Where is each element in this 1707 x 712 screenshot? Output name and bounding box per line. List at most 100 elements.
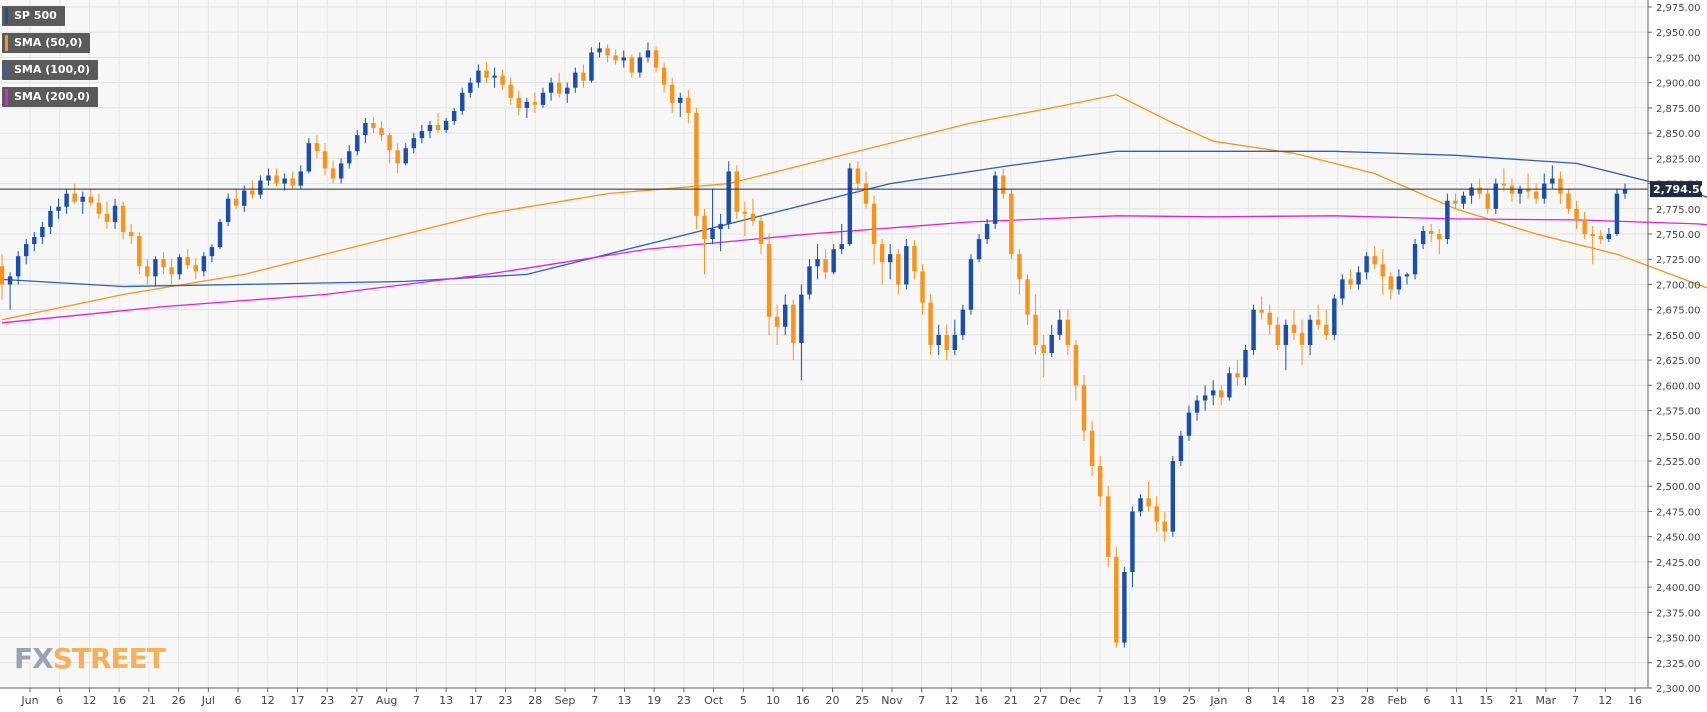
candle: [1210, 380, 1216, 406]
candle: [88, 188, 94, 206]
x-tick-label: 6: [235, 694, 242, 707]
candle-body: [879, 244, 885, 263]
candle-body: [621, 57, 626, 61]
candle-body: [581, 72, 586, 81]
candle: [104, 201, 110, 229]
y-tick-label: 2,300.00: [1656, 684, 1701, 695]
candle: [1372, 246, 1377, 270]
candle: [669, 77, 675, 113]
x-tick-label: 19: [1152, 694, 1166, 707]
candle-body: [766, 244, 772, 317]
candle: [1097, 455, 1103, 507]
candle-body: [1235, 373, 1240, 378]
candle-body: [815, 259, 820, 267]
candle-body: [944, 334, 949, 351]
candle-body: [217, 221, 223, 248]
candle: [1041, 334, 1046, 378]
candle: [209, 244, 215, 263]
candle: [1364, 252, 1369, 280]
candle-body: [645, 50, 651, 58]
candle-body: [72, 193, 77, 202]
candle: [920, 264, 925, 315]
candle: [7, 272, 13, 310]
candle-body: [1509, 185, 1515, 194]
candle: [1388, 272, 1394, 300]
y-tick-label: 2,650.00: [1656, 331, 1701, 342]
candle: [15, 251, 21, 285]
y-tick-label: 2,450.00: [1656, 533, 1701, 544]
candle: [169, 259, 174, 285]
candle-body: [565, 87, 570, 94]
candle-body: [540, 92, 546, 105]
candle: [56, 198, 61, 219]
candle: [548, 77, 554, 101]
x-tick-label: 13: [1123, 694, 1137, 707]
candle-body: [1307, 319, 1313, 345]
candle: [346, 145, 352, 169]
x-tick-label: Jan: [1209, 694, 1227, 707]
candle-body: [387, 135, 392, 151]
candle-body: [1275, 324, 1281, 345]
candle-body: [500, 75, 505, 85]
candle-body: [250, 190, 255, 195]
candle: [24, 239, 29, 265]
candle: [734, 165, 740, 219]
legend-item-sp500[interactable]: SP 500: [2, 6, 65, 26]
candle-body: [403, 148, 408, 164]
y-tick-label: 2,750.00: [1656, 230, 1701, 241]
x-tick-label: 25: [1182, 694, 1196, 707]
candle: [678, 92, 683, 117]
sma-100-line: [1, 150, 1707, 288]
legend-item-sma100[interactable]: SMA (100,0): [2, 60, 99, 80]
candle-body: [589, 52, 594, 81]
candle: [524, 97, 530, 118]
candle: [831, 244, 836, 275]
candle-body: [791, 304, 796, 343]
candle-body: [242, 190, 247, 206]
candle-body: [32, 237, 37, 245]
candle: [258, 175, 263, 199]
candle: [233, 188, 239, 209]
x-tick-label: Oct: [704, 694, 724, 707]
candle: [1542, 173, 1547, 204]
x-tick-label: 21: [1509, 694, 1523, 707]
candle-body: [1380, 264, 1385, 277]
candle-body: [783, 304, 788, 327]
candle: [1025, 274, 1030, 325]
legend-swatch-sma100: [5, 62, 8, 78]
candle: [807, 259, 812, 300]
candle-body: [64, 193, 69, 207]
legend-item-sma50[interactable]: SMA (50,0): [2, 33, 91, 53]
candle: [1550, 165, 1555, 189]
candle-body: [1412, 244, 1418, 275]
candle-body: [161, 259, 166, 268]
candle: [1283, 319, 1289, 371]
candle-body: [48, 210, 53, 227]
candle: [1259, 296, 1264, 320]
candle: [411, 133, 417, 154]
y-tick-label: 2,325.00: [1656, 659, 1701, 670]
x-tick-label: Feb: [1387, 694, 1406, 707]
candle: [1533, 183, 1539, 204]
candle: [250, 180, 255, 199]
candles: [0, 42, 1628, 648]
candle: [774, 304, 780, 345]
candle: [815, 244, 820, 280]
candle-body: [976, 239, 982, 260]
candle-body: [1437, 234, 1442, 240]
candle-body: [15, 256, 21, 277]
legend-item-sma200[interactable]: SMA (200,0): [2, 87, 99, 107]
candle-body: [855, 168, 861, 184]
candle-body: [427, 125, 433, 132]
candle: [1243, 344, 1248, 386]
x-tick-label: Jul: [201, 694, 215, 707]
candle-body: [1170, 461, 1176, 532]
y-tick-label: 2,775.00: [1656, 205, 1701, 216]
candle-body: [524, 101, 530, 108]
x-tick-label: 12: [261, 694, 275, 707]
candle-body: [1485, 193, 1490, 209]
candle: [686, 89, 691, 124]
legend-label-sp500: SP 500: [14, 9, 57, 22]
candle-body: [290, 178, 295, 186]
